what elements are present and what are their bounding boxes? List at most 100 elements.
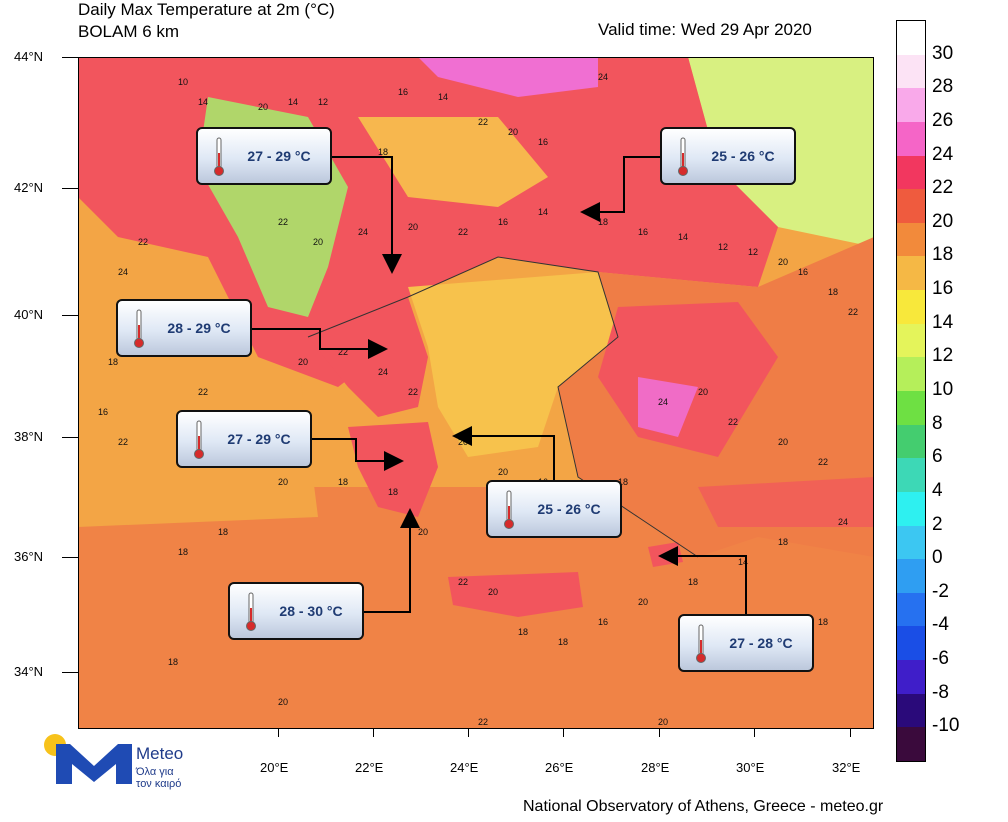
contour-label: 14 [678,232,689,242]
colorbar-swatch [897,54,925,89]
lat-label: 36°N [14,549,44,564]
contour-label: 18 [178,547,189,557]
contour-label: 24 [358,227,369,237]
contour-label: 16 [798,267,809,277]
colorbar-swatch [897,88,925,123]
contour-label: 16 [498,217,509,227]
lon-label: 28°E [641,760,670,775]
temperature-callout: 28 - 29 °C [116,299,252,357]
temperature-callout: 28 - 30 °C [228,582,364,640]
contour-label: 22 [408,387,419,397]
colorbar-label: 0 [932,547,943,569]
lat-label: 34°N [14,664,44,679]
lat-tick [62,57,78,58]
temperature-callout: 27 - 28 °C [678,614,814,672]
colorbar-swatch [897,189,925,224]
colorbar-swatch [897,424,925,459]
hot-spot-north [418,57,598,97]
contour-label: 20 [408,222,419,232]
contour-label: 18 [688,577,699,587]
colorbar-label: 8 [932,412,943,434]
thermometer-icon [134,309,144,348]
contour-label: 22 [478,117,489,127]
colorbar-label: 4 [932,479,943,501]
thermometer-icon [246,592,256,631]
temperature-callout: 27 - 29 °C [176,410,312,468]
colorbar-label: 20 [932,210,954,232]
callout-arrow [312,438,404,471]
colorbar-label: -4 [932,614,949,636]
map-frame [78,57,874,729]
thermometer-icon [194,420,204,459]
contour-label: 14 [198,97,209,107]
contour-label: 18 [598,217,609,227]
contour-label: 22 [458,577,469,587]
contour-label: 20 [278,477,289,487]
western-turkey-hotspot [638,377,698,437]
callout-temperature-range: 27 - 28 °C [729,635,793,651]
contour-label: 12 [318,97,329,107]
contour-label: 22 [818,457,829,467]
contour-label: 18 [388,487,399,497]
contour-label: 10 [178,77,189,87]
callout-temperature-range: 27 - 29 °C [247,148,311,164]
lon-label: 26°E [545,760,574,775]
lon-label: 24°E [450,760,479,775]
contour-label: 16 [98,407,109,417]
lon-tick [659,729,660,737]
contour-label: 16 [398,87,409,97]
lon-label: 32°E [832,760,861,775]
contour-label: 18 [168,657,179,667]
colorbar-label: -2 [932,580,949,602]
callout-arrow [658,546,747,614]
colorbar-label: 24 [932,143,954,165]
contour-label: 14 [738,557,749,567]
colorbar-label: 22 [932,177,954,199]
lon-label: 30°E [736,760,765,775]
southern-turkey [698,477,874,527]
contour-label: 22 [478,717,489,727]
temperature-callout: 25 - 26 °C [660,127,796,185]
callout-arrow [580,156,660,222]
lat-tick [62,672,78,673]
colorbar-swatch [897,592,925,627]
lat-tick [62,557,78,558]
colorbar-label: 26 [932,109,954,131]
contour-label: 18 [338,477,349,487]
contour-label: 24 [118,267,129,277]
contour-label: 22 [458,227,469,237]
callout-temperature-range: 25 - 26 °C [537,501,601,517]
callout-temperature-range: 28 - 29 °C [167,320,231,336]
crete [448,572,583,617]
contour-label: 18 [778,537,789,547]
thermometer-icon [696,624,706,663]
map-title: Daily Max Temperature at 2m (°C) [78,0,335,19]
colorbar-swatch [897,626,925,661]
lat-label: 38°N [14,429,44,444]
lat-label: 40°N [14,307,44,322]
colorbar-swatch [897,357,925,392]
colorbar-swatch [897,21,925,56]
callout-temperature-range: 28 - 30 °C [279,603,343,619]
logo-name: Meteo [136,744,184,763]
valid-time: Valid time: Wed 29 Apr 2020 [598,20,812,39]
contour-label: 18 [558,637,569,647]
contour-label: 22 [848,307,859,317]
contour-label: 24 [838,517,849,527]
contour-label: 24 [598,72,609,82]
colorbar [896,20,926,762]
contour-label: 20 [658,717,669,727]
lon-tick [850,729,851,737]
colorbar-label: 14 [932,311,954,333]
contour-label: 22 [338,347,349,357]
contour-label: 22 [118,437,129,447]
contour-label: 18 [618,477,629,487]
footer-credit: National Observatory of Athens, Greece -… [523,798,884,815]
colorbar-label: 12 [932,345,954,367]
contour-label: 24 [378,367,389,377]
colorbar-swatch [897,290,925,325]
logo-m-icon [56,744,132,784]
contour-label: 20 [638,597,649,607]
lat-label: 44°N [14,49,44,64]
thermometer-icon [504,490,514,529]
